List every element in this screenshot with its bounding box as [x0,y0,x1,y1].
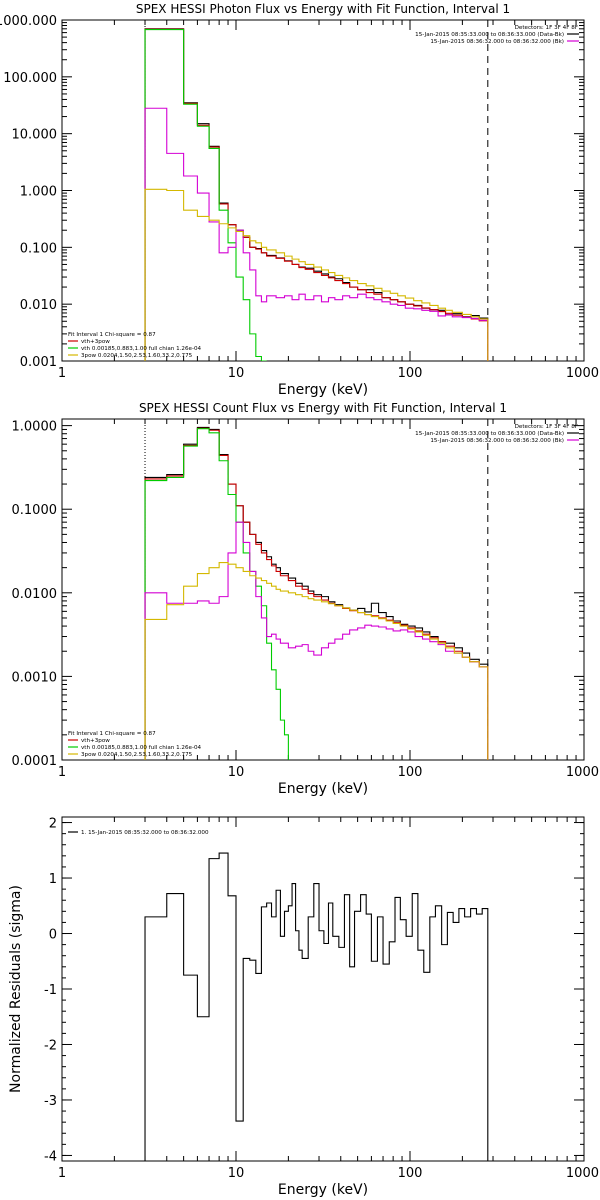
x-tick-label: 100 [398,1166,423,1181]
y-tick-label: 0.0100 [12,587,58,602]
legend-legend_top-text: 15-Jan-2015 08:35:33.000 to 08:36:33.000… [415,32,564,38]
y-tick-label: -4 [44,1149,57,1164]
y-tick-label: 0.001 [20,355,57,370]
x-tick-label: 1 [58,1166,66,1181]
series-line-5 [144,562,489,760]
chart-title: SPEX HESSI Photon Flux vs Energy with Fi… [136,2,510,16]
legend-legend_top-text: 15-Jan-2015 08:36:32.000 to 08:36:32.000… [430,438,564,444]
legend-legend_top-text: 1. 15-Jan-2015 08:35:32.000 to 08:36:32.… [81,830,209,836]
y-tick-label: -2 [44,1038,57,1053]
x-tick-label: 1 [58,366,66,381]
legend-legend_bottom-text: vth 0.00185,0.883,1.00 full chian 1.26e-… [81,346,202,352]
legend-legend_bottom-text: Fit Interval 1 Chi-square = 0.87 [68,731,156,737]
legend-legend_top-text: Detectors: 1F 3F 4F 8F [515,25,578,31]
y-tick-label: 0.0010 [12,670,58,685]
x-axis-label: Energy (keV) [278,382,368,398]
y-tick-label: 0.1000 [12,503,58,518]
x-tick-label: 10 [228,366,245,381]
y-tick-label: 1.000 [20,185,57,200]
x-tick-label: 1000 [566,765,599,780]
y-tick-label: 10.000 [12,128,58,143]
legend-legend_top-text: Detectors: 1F 3F 4F 8F [515,424,578,430]
plot-area [144,852,489,1161]
plot-frame [61,816,585,1162]
x-tick-label: 1 [58,765,66,780]
x-axis-label: Energy (keV) [278,781,368,797]
plot-frame [61,418,585,761]
series-line-1 [144,852,489,1161]
chart-panel-1: SPEX HESSI Photon Flux vs Energy with Fi… [0,2,599,398]
plot-frame [61,19,585,362]
y-tick-label: 0 [49,928,57,943]
y-tick-label: 1.0000 [12,420,58,435]
y-tick-label: 1 [49,872,57,887]
y-tick-label: 0.0001 [12,754,58,769]
x-tick-label: 10 [228,765,245,780]
x-tick-label: 100 [398,366,423,381]
y-tick-label: 2 [49,817,57,832]
y-tick-label: 0.100 [20,241,57,256]
plot-area [144,419,489,760]
chart-title: SPEX HESSI Count Flux vs Energy with Fit… [139,401,507,415]
legend-legend_bottom-text: 3pow 0.0204,1.50,2.53,1.60,33.2,0.775 [81,353,193,359]
y-tick-label: 100.000 [3,71,57,86]
x-tick-label: 100 [398,765,423,780]
series-line-4 [144,521,489,760]
y-axis-label: Normalized Residuals (sigma) [8,885,24,1093]
legend-legend_bottom-text: 3pow 0.0204,1.50,2.53,1.60,33.2,0.775 [81,752,193,758]
series-line-1 [144,426,489,760]
x-axis-label: Energy (keV) [278,1182,368,1198]
y-tick-label: -3 [44,1094,57,1109]
legend-legend_bottom-text: vth+3pow [81,738,110,744]
legend-legend_bottom-text: vth 0.00185,0.883,1.00 full chian 1.26e-… [81,745,202,751]
legend-legend_top-text: 15-Jan-2015 08:36:32.000 to 08:36:32.000… [430,39,564,45]
y-tick-label: 0.010 [20,298,57,313]
y-tick-label: -1 [44,983,57,998]
y-tick-label: 1000.000 [0,14,57,29]
legend-legend_bottom-text: Fit Interval 1 Chi-square = 0.87 [68,332,156,338]
series-line-3 [144,428,289,760]
legend-legend_bottom-text: vth+3pow [81,339,110,345]
series-line-5 [144,188,489,361]
series-line-3 [144,28,267,361]
x-tick-label: 1000 [566,1166,599,1181]
plot-area [144,20,489,361]
series-line-4 [144,107,489,361]
chart-panel-2: SPEX HESSI Count Flux vs Energy with Fit… [12,401,600,797]
x-tick-label: 10 [228,1166,245,1181]
x-tick-label: 1000 [566,366,599,381]
legend-legend_top-text: 15-Jan-2015 08:35:33.000 to 08:36:33.000… [415,431,564,437]
